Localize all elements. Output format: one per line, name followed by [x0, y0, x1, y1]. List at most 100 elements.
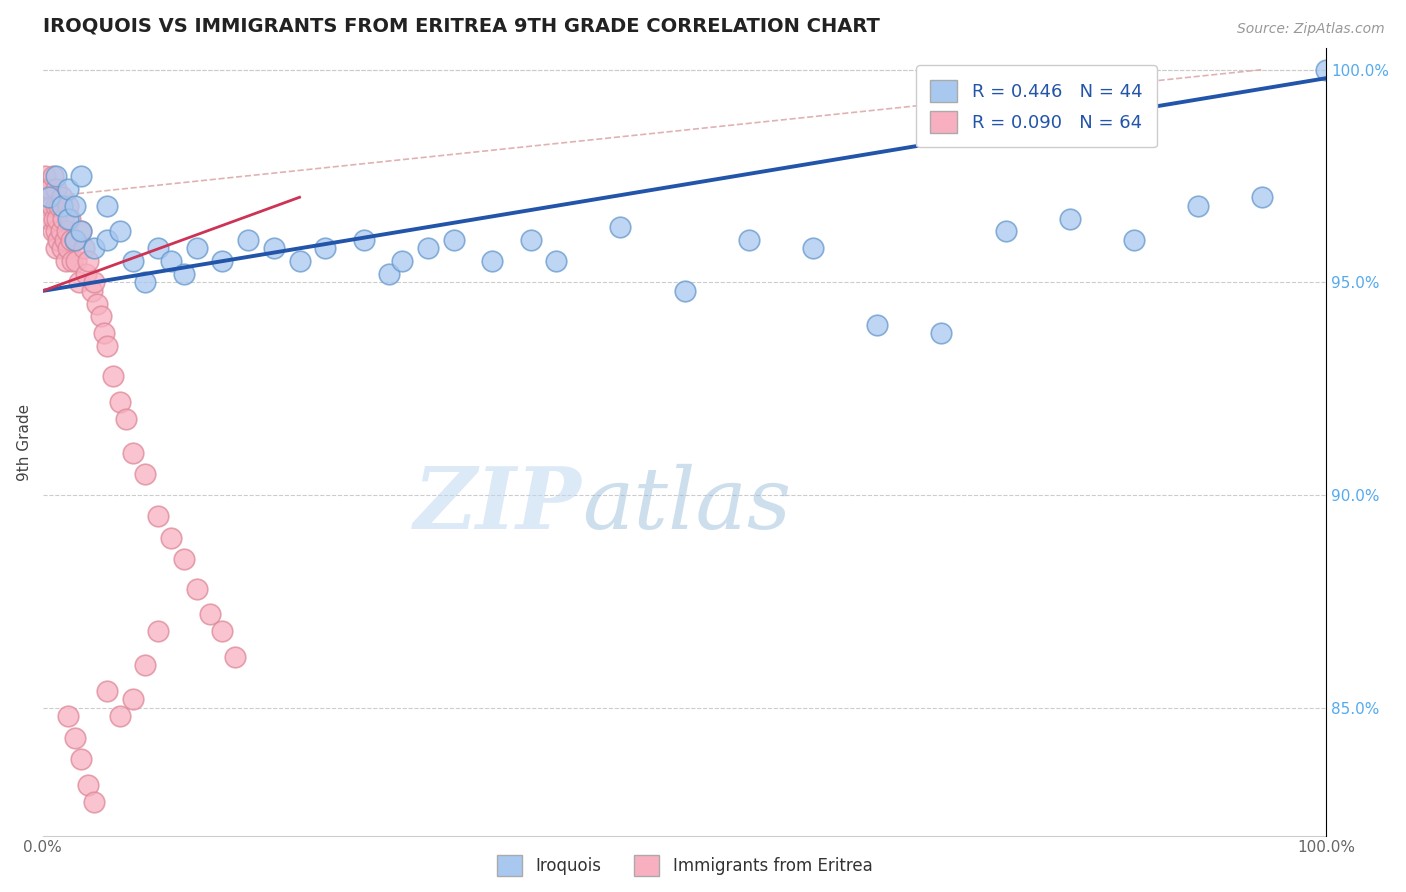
Point	[519, 233, 541, 247]
Text: ZIP: ZIP	[413, 463, 582, 547]
Point	[186, 241, 208, 255]
Point	[673, 284, 696, 298]
Point	[58, 211, 80, 226]
Point	[160, 254, 183, 268]
Point	[90, 310, 112, 324]
Point	[801, 241, 824, 255]
Point	[63, 199, 86, 213]
Point	[1187, 199, 1209, 213]
Point	[63, 233, 86, 247]
Legend: Iroquois, Immigrants from Eritrea: Iroquois, Immigrants from Eritrea	[491, 848, 879, 882]
Point	[224, 649, 246, 664]
Point	[108, 224, 131, 238]
Point	[53, 233, 76, 247]
Point	[1122, 233, 1144, 247]
Point	[76, 778, 98, 792]
Point	[45, 182, 67, 196]
Point	[93, 326, 115, 341]
Point	[96, 684, 118, 698]
Point	[198, 607, 221, 622]
Point	[134, 658, 156, 673]
Point	[738, 233, 761, 247]
Point	[49, 224, 72, 238]
Point	[121, 254, 143, 268]
Point	[51, 199, 73, 213]
Point	[58, 241, 80, 255]
Point	[86, 296, 108, 310]
Point	[160, 531, 183, 545]
Point	[238, 233, 260, 247]
Point	[96, 199, 118, 213]
Point	[70, 752, 93, 766]
Point	[186, 582, 208, 596]
Point	[38, 211, 60, 226]
Point	[70, 169, 93, 183]
Point	[70, 224, 93, 238]
Point	[70, 224, 93, 238]
Point	[378, 267, 401, 281]
Y-axis label: 9th Grade: 9th Grade	[17, 403, 32, 481]
Point	[83, 795, 105, 809]
Point	[42, 224, 65, 238]
Point	[45, 224, 67, 238]
Point	[866, 318, 889, 332]
Point	[52, 211, 75, 226]
Point	[391, 254, 413, 268]
Text: atlas: atlas	[582, 464, 792, 546]
Point	[121, 692, 143, 706]
Point	[546, 254, 568, 268]
Point	[60, 254, 83, 268]
Point	[34, 169, 56, 183]
Point	[121, 445, 143, 459]
Point	[55, 254, 77, 268]
Point	[314, 241, 336, 255]
Point	[51, 241, 73, 255]
Point	[35, 182, 58, 196]
Point	[481, 254, 503, 268]
Point	[148, 624, 170, 639]
Point	[39, 182, 62, 196]
Point	[443, 233, 465, 247]
Text: IROQUOIS VS IMMIGRANTS FROM ERITREA 9TH GRADE CORRELATION CHART: IROQUOIS VS IMMIGRANTS FROM ERITREA 9TH …	[42, 17, 880, 36]
Point	[80, 284, 103, 298]
Point	[45, 199, 67, 213]
Point	[108, 709, 131, 723]
Point	[148, 241, 170, 255]
Point	[58, 199, 80, 213]
Point	[48, 199, 70, 213]
Point	[56, 224, 79, 238]
Point	[173, 267, 195, 281]
Point	[58, 182, 80, 196]
Point	[609, 220, 631, 235]
Point	[38, 190, 60, 204]
Point	[115, 411, 138, 425]
Text: Source: ZipAtlas.com: Source: ZipAtlas.com	[1237, 22, 1385, 37]
Point	[65, 254, 87, 268]
Point	[76, 254, 98, 268]
Point	[44, 211, 66, 226]
Point	[211, 254, 233, 268]
Point	[63, 233, 86, 247]
Point	[41, 199, 63, 213]
Point	[1059, 211, 1081, 226]
Point	[96, 339, 118, 353]
Point	[60, 233, 83, 247]
Point	[263, 241, 285, 255]
Point	[75, 267, 97, 281]
Point	[83, 276, 105, 290]
Point	[42, 169, 65, 183]
Point	[148, 509, 170, 524]
Point	[45, 169, 67, 183]
Point	[59, 211, 82, 226]
Point	[73, 241, 96, 255]
Point	[58, 709, 80, 723]
Point	[134, 467, 156, 481]
Point	[45, 241, 67, 255]
Point	[45, 211, 67, 226]
Point	[211, 624, 233, 639]
Point	[103, 369, 125, 384]
Point	[63, 731, 86, 745]
Point	[1315, 62, 1337, 77]
Point	[994, 224, 1017, 238]
Point	[1251, 190, 1274, 204]
